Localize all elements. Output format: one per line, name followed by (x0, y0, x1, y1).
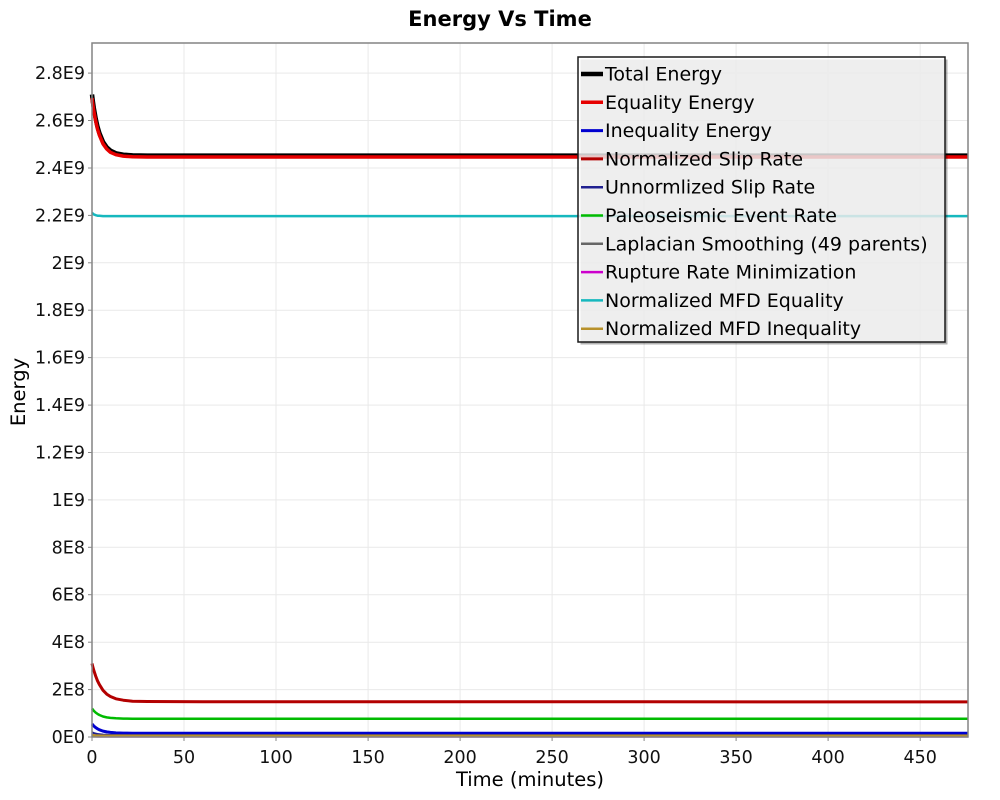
x-tick-label: 50 (173, 748, 195, 768)
series-line-normalized-slip-rate (90, 663, 969, 704)
legend-item-paleoseismic-event-rate: Paleoseismic Event Rate (581, 205, 837, 227)
legend-label: Laplacian Smoothing (49 parents) (605, 233, 928, 255)
y-tick-label: 1.4E9 (35, 396, 85, 416)
legend-label: Normalized MFD Equality (605, 290, 844, 312)
y-tick-label: 2.8E9 (35, 64, 85, 84)
series-line-equality-energy (90, 97, 968, 159)
legend-item-laplacian-smoothing: Laplacian Smoothing (49 parents) (581, 233, 928, 255)
x-tick-label: 0 (86, 748, 97, 768)
y-tick-label: 2.4E9 (35, 159, 85, 179)
y-tick-label: 2E9 (52, 254, 85, 274)
legend-item-normalized-slip-rate: Normalized Slip Rate (581, 148, 803, 170)
legend-label: Paleoseismic Event Rate (605, 205, 837, 227)
legend-item-equality-energy: Equality Energy (581, 92, 755, 114)
legend-label: Total Energy (604, 64, 722, 86)
axis-ticks: 0E0 2E8 4E8 6E8 8E8 1E9 1.2E9 1.4E9 1.6E9 1.8E9 2E… (35, 64, 937, 768)
legend-label: Normalized MFD Inequality (605, 318, 861, 340)
y-tick-label: 2.6E9 (35, 112, 85, 132)
series-line-normalized-mfd-equality (91, 211, 968, 218)
legend-label: Rupture Rate Minimization (605, 262, 856, 284)
y-tick-label: 1.2E9 (35, 444, 85, 464)
legend-label: Inequality Energy (605, 120, 772, 142)
x-tick-label: 400 (811, 748, 844, 768)
x-tick-label: 200 (443, 748, 476, 768)
chart-title: Energy Vs Time (408, 7, 592, 31)
legend-item-normalized-mfd-inequality: Normalized MFD Inequality (581, 318, 861, 340)
legend-item-total-energy: Total Energy (581, 64, 722, 86)
y-tick-label: 2E8 (52, 681, 85, 701)
x-tick-label: 100 (259, 748, 292, 768)
x-tick-label: 300 (627, 748, 660, 768)
x-tick-label: 150 (351, 748, 384, 768)
y-tick-label: 4E8 (52, 633, 85, 653)
legend-item-inequality-energy: Inequality Energy (581, 120, 772, 142)
y-tick-label: 1.6E9 (35, 349, 85, 369)
x-tick-label: 250 (535, 748, 568, 768)
y-tick-label: 1.8E9 (35, 301, 85, 321)
series-line-paleoseismic-event-rate (91, 707, 968, 720)
legend-box (577, 56, 946, 343)
y-tick-label: 1E9 (52, 491, 85, 511)
legend-item-rupture-rate-minimization: Rupture Rate Minimization (581, 262, 856, 284)
y-tick-label: 0E0 (52, 728, 85, 748)
y-tick-label: 6E8 (52, 586, 85, 606)
y-axis-title: Energy (7, 358, 30, 426)
legend-label: Unnormlized Slip Rate (605, 177, 815, 199)
series-line-normalized-mfd-inequality (91, 733, 968, 738)
y-tick-label: 2.2E9 (35, 206, 85, 226)
legend-label: Normalized Slip Rate (605, 148, 803, 170)
x-axis-title: Time (minutes) (455, 768, 604, 791)
legend-item-normalized-mfd-equality: Normalized MFD Equality (581, 290, 844, 312)
legend: Total Energy Equality Energy Inequality En… (577, 56, 948, 345)
y-tick-label: 8E8 (52, 538, 85, 558)
legend-item-unnormlized-slip-rate: Unnormlized Slip Rate (581, 177, 815, 199)
plot-frame (91, 42, 969, 738)
legend-label: Equality Energy (605, 92, 755, 114)
series-line-inequality-energy (90, 722, 968, 735)
x-tick-label: 450 (903, 748, 936, 768)
x-tick-label: 350 (719, 748, 752, 768)
